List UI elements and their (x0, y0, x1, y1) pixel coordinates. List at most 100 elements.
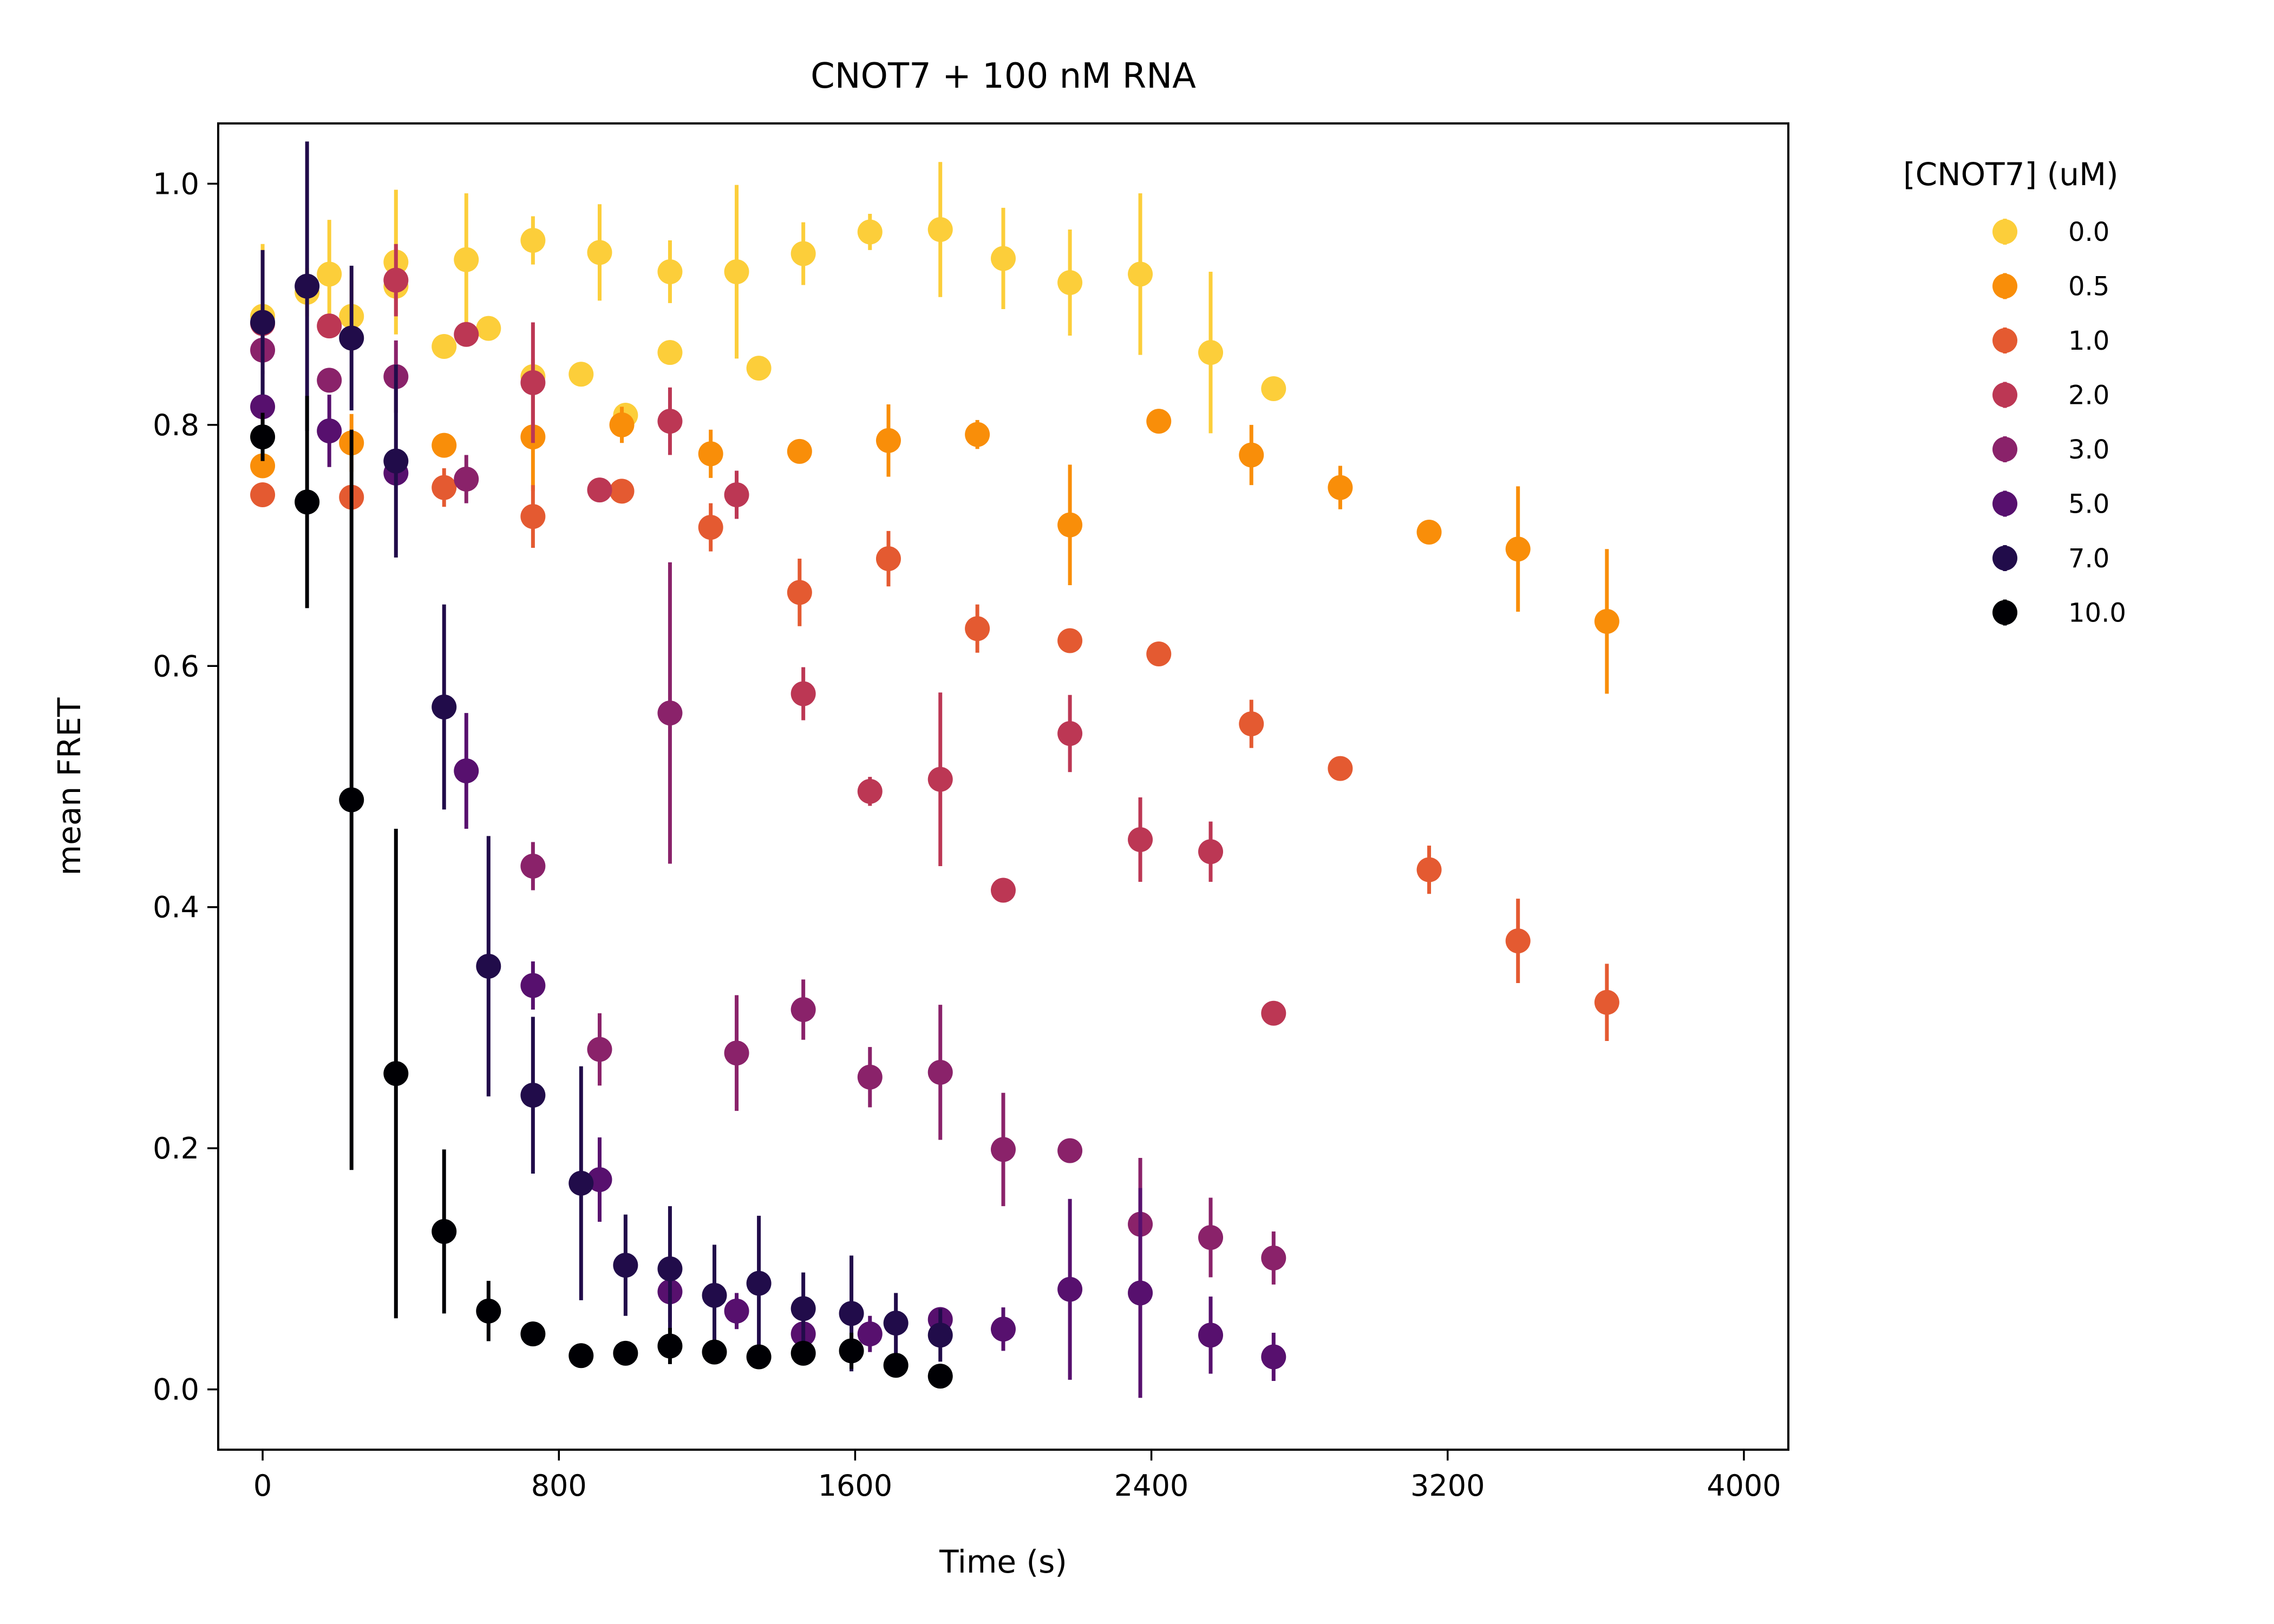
data-point (1057, 512, 1083, 538)
data-point (927, 1364, 953, 1389)
data-point (339, 325, 364, 351)
y-tick-label: 0.6 (153, 649, 199, 683)
data-point (857, 778, 883, 804)
data-point (883, 1353, 909, 1378)
data-point (1239, 442, 1264, 468)
data-point (927, 1322, 953, 1348)
data-point (1328, 756, 1353, 781)
data-point (520, 504, 546, 529)
y-tick-label: 0.4 (153, 890, 199, 925)
series-2.0 (250, 244, 1286, 1026)
data-point (1057, 270, 1083, 295)
data-point (520, 370, 546, 395)
data-point (295, 273, 320, 299)
data-point (587, 240, 612, 265)
data-point (476, 953, 501, 979)
data-point (1416, 520, 1442, 545)
legend-marker (1992, 600, 2017, 625)
data-point (587, 1037, 612, 1062)
y-tick-label: 0.2 (153, 1131, 199, 1165)
series-10.0 (250, 396, 953, 1389)
data-point (317, 418, 342, 443)
data-point (657, 1333, 683, 1359)
data-point (1198, 839, 1224, 865)
data-point (1261, 1344, 1286, 1370)
data-point (702, 1282, 727, 1308)
x-axis: 0 800 1600 2400 3200 4000 (253, 1450, 1781, 1503)
series-0.5 (250, 382, 1619, 694)
data-point (1416, 857, 1442, 882)
legend-label: 7.0 (2068, 543, 2109, 574)
legend-label: 3.0 (2068, 435, 2109, 465)
data-point (317, 261, 342, 287)
data-point (454, 758, 479, 784)
legend-marker (1992, 437, 2017, 462)
legend-label: 2.0 (2068, 381, 2109, 411)
data-point (609, 412, 635, 437)
series-layer (250, 141, 1619, 1398)
data-point (250, 453, 276, 479)
data-point (991, 1317, 1016, 1342)
data-point (339, 787, 364, 813)
data-point (657, 259, 683, 284)
data-point (1594, 608, 1619, 634)
data-point (295, 489, 320, 515)
x-axis-label: Time (s) (939, 1543, 1067, 1580)
series-7.0 (250, 141, 953, 1372)
data-point (927, 217, 953, 242)
data-point (724, 259, 749, 284)
legend-label: 1.0 (2068, 326, 2109, 356)
data-point (724, 1040, 749, 1066)
data-point (839, 1301, 864, 1326)
data-point (790, 241, 816, 266)
data-point (790, 1340, 816, 1366)
data-point (927, 1059, 953, 1085)
data-point (883, 1311, 909, 1336)
data-point (613, 1340, 638, 1366)
data-point (857, 1321, 883, 1347)
data-point (520, 973, 546, 998)
data-point (1057, 721, 1083, 746)
data-point (657, 700, 683, 726)
x-tick-label: 3200 (1410, 1469, 1485, 1503)
data-point (1505, 928, 1531, 954)
data-point (520, 228, 546, 253)
data-point (790, 681, 816, 706)
data-point (1057, 628, 1083, 653)
data-point (698, 515, 723, 540)
data-point (724, 1298, 749, 1324)
legend-label: 5.0 (2068, 489, 2109, 520)
data-point (250, 424, 276, 450)
data-point (1146, 409, 1172, 434)
data-point (609, 479, 635, 504)
data-point (702, 1339, 727, 1365)
data-point (657, 1256, 683, 1281)
legend-marker (1992, 273, 2017, 299)
x-tick-label: 800 (531, 1469, 587, 1503)
data-point (476, 316, 501, 341)
x-tick-label: 0 (253, 1469, 272, 1503)
y-axis-label: mean FRET (51, 697, 88, 875)
data-point (991, 246, 1016, 271)
data-point (991, 878, 1016, 903)
data-point (454, 247, 479, 272)
data-point (1128, 1280, 1153, 1306)
data-point (965, 616, 990, 641)
data-point (454, 467, 479, 492)
legend-title: [CNOT7] (uM) (1903, 156, 2119, 193)
data-point (568, 1343, 594, 1368)
data-point (1057, 1138, 1083, 1163)
data-point (383, 1061, 409, 1086)
data-point (1128, 261, 1153, 287)
legend-marker (1992, 491, 2017, 516)
data-point (432, 1219, 457, 1244)
data-point (520, 854, 546, 879)
data-point (790, 1296, 816, 1321)
data-point (476, 1298, 501, 1324)
data-point (1239, 711, 1264, 737)
series-1.0 (250, 468, 1619, 1041)
data-point (317, 313, 342, 339)
data-point (698, 441, 723, 467)
